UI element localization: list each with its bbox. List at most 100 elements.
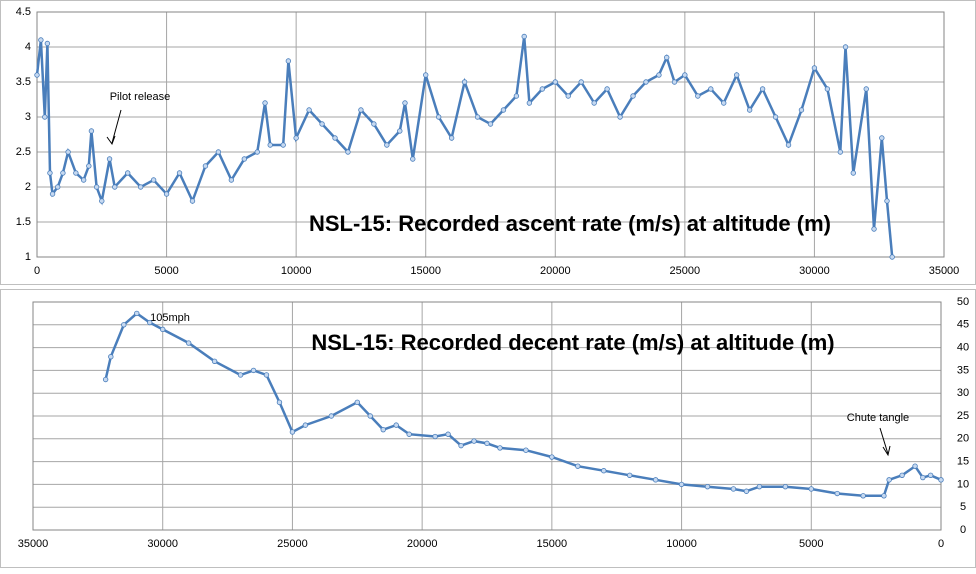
data-point [927, 472, 934, 478]
data-point [332, 135, 338, 141]
data-point [102, 376, 109, 383]
data-point [358, 107, 364, 113]
x-tick-label: 15000 [537, 538, 568, 550]
data-point [626, 472, 633, 478]
data-point [664, 54, 670, 61]
x-tick-label: 25000 [670, 265, 701, 277]
data-point [912, 463, 918, 469]
data-point [147, 319, 153, 326]
y-tick-label: 30 [957, 387, 969, 399]
data-point [73, 170, 79, 176]
x-tick-label: 20000 [540, 265, 571, 277]
x-tick-label: 5000 [154, 265, 178, 277]
data-point [150, 177, 157, 183]
annotation-arrow [106, 135, 116, 146]
data-point [721, 100, 727, 106]
data-point [539, 86, 546, 92]
data-point [743, 488, 750, 494]
x-tick-label: 10000 [666, 538, 697, 550]
data-point [500, 107, 507, 113]
data-point [682, 72, 688, 78]
data-point [850, 170, 856, 176]
annotation-arrow [879, 427, 889, 455]
data-point [250, 367, 257, 374]
data-point [367, 413, 373, 419]
y-tick-label: 1.5 [16, 216, 31, 228]
plot-area [36, 11, 945, 258]
y-tick-label: 45 [957, 319, 969, 331]
data-point [202, 163, 209, 169]
y-tick-label: 10 [957, 478, 969, 490]
data-point [380, 426, 386, 433]
data-point [410, 156, 416, 162]
data-point [42, 114, 48, 120]
data-point [276, 399, 283, 406]
data-point [345, 149, 351, 155]
data-point [656, 72, 662, 78]
data-point [60, 170, 66, 176]
data-point [262, 100, 268, 106]
data-point [824, 86, 831, 92]
data-point [371, 121, 377, 127]
y-tick-label: 20 [957, 433, 969, 445]
data-point [289, 429, 296, 435]
data-point [354, 399, 360, 406]
data-point [617, 114, 623, 120]
data-point [884, 198, 890, 204]
data-point [471, 438, 477, 444]
x-tick-label: 0 [938, 538, 944, 550]
data-point [834, 490, 840, 497]
annotation: Chute tangle [847, 412, 909, 424]
data-point [604, 86, 610, 92]
data-point [678, 481, 685, 488]
plot-area [32, 301, 942, 531]
data-point [871, 226, 877, 232]
data-point [47, 170, 53, 176]
data-point [461, 79, 468, 85]
data-point [671, 79, 678, 85]
data-point [393, 422, 399, 428]
y-tick-label: 5 [960, 501, 966, 513]
y-tick-label: 15 [957, 456, 969, 468]
data-point [808, 486, 814, 492]
data-point [86, 163, 92, 169]
data-point [474, 114, 481, 120]
data-point [189, 198, 196, 204]
data-point [176, 170, 183, 176]
data-point [879, 135, 885, 141]
data-point [263, 372, 270, 378]
data-point [55, 184, 61, 190]
data-point [80, 177, 87, 183]
data-point [881, 493, 887, 499]
y-tick-label: 3.5 [16, 76, 31, 88]
data-point [280, 142, 286, 148]
data-point [228, 177, 235, 183]
data-point [630, 93, 636, 99]
data-point [34, 72, 40, 78]
y-tick-label: 40 [957, 342, 969, 354]
data-point [406, 431, 412, 437]
data-point [886, 477, 892, 483]
data-point [402, 100, 408, 106]
data-point [397, 128, 403, 134]
data-point [112, 184, 118, 190]
data-point [652, 477, 659, 483]
data-point [285, 58, 292, 64]
x-tick-label: 10000 [281, 265, 312, 277]
y-tick-label: 3 [25, 111, 31, 123]
x-tick-label: 5000 [799, 538, 823, 550]
data-point [384, 142, 390, 148]
data-point [782, 483, 789, 490]
data-point [435, 114, 442, 120]
data-point [432, 433, 438, 440]
data-point [185, 340, 192, 346]
data-point [860, 493, 866, 499]
data-point [124, 170, 131, 176]
annotation-arrow [882, 445, 891, 457]
data-point [293, 135, 299, 141]
data-point [523, 447, 529, 453]
data-point [160, 326, 166, 333]
data-point [99, 198, 105, 204]
y-tick-label: 25 [957, 410, 969, 422]
